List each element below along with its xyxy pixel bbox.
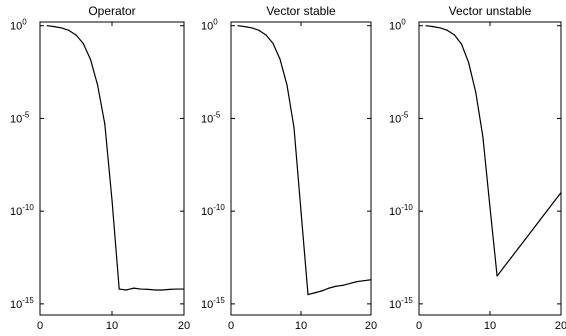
data-point (453, 34, 456, 36)
data-point (475, 91, 477, 94)
data-point (251, 27, 253, 29)
data-point (53, 26, 56, 28)
x-tick-label: 20 (365, 320, 377, 332)
data-point (321, 290, 323, 292)
data-point (286, 84, 288, 86)
data-point (503, 266, 505, 268)
x-tick-label: 0 (37, 320, 43, 332)
data-point (97, 84, 99, 86)
data-point (133, 287, 135, 289)
y-tick-label: 10-10 (201, 203, 225, 218)
data-point (75, 34, 77, 36)
chart-panel-1: Operator 100 10-5 10-10 10-150 10 20 (10, 4, 190, 332)
series-line (237, 25, 372, 296)
data-point (482, 136, 484, 138)
data-point (439, 27, 441, 29)
x-tick-label: 10 (106, 320, 118, 332)
data-point (342, 284, 344, 286)
data-point (237, 25, 239, 27)
data-point (328, 287, 330, 289)
data-point (446, 29, 448, 31)
chart-title: Vector stable (266, 4, 336, 18)
plot-frame (418, 21, 562, 316)
x-tick-label: 20 (178, 320, 190, 332)
x-tick-label: 0 (228, 320, 234, 332)
y-tick-label: 100 (10, 18, 27, 33)
data-point (461, 43, 463, 45)
chart-panel-2: Vector stable 100 10-5 10-10 10-150 10 20 (201, 4, 377, 332)
data-point (147, 288, 149, 291)
data-point (46, 25, 48, 27)
data-point (300, 210, 302, 212)
data-point (560, 192, 562, 194)
y-tick-label: 10-15 (201, 296, 225, 311)
chart-panel-3: Vector unstable 100 10-5 10-10 10-150 10 20 (389, 4, 566, 332)
x-tick-label: 20 (555, 320, 566, 332)
plot-frame (230, 21, 372, 316)
data-point (258, 29, 260, 31)
data-point (349, 282, 351, 285)
series-line (426, 25, 562, 277)
data-point (118, 288, 120, 290)
y-tick-label: 10-10 (10, 203, 34, 218)
chart-title: Operator (88, 4, 135, 18)
data-point (546, 210, 548, 212)
data-point (517, 247, 520, 249)
series-line (47, 25, 184, 291)
data-point (272, 42, 274, 44)
data-point (370, 279, 372, 281)
data-point (293, 127, 295, 129)
data-point (553, 201, 555, 203)
data-point (111, 199, 113, 201)
y-tick-label: 10-5 (389, 110, 409, 125)
data-point (89, 58, 91, 60)
data-point (496, 275, 498, 277)
y-tick-label: 10-10 (389, 203, 413, 218)
data-point (279, 58, 281, 60)
data-point (425, 25, 427, 27)
y-tick-label: 100 (201, 18, 218, 33)
y-tick-label: 10-5 (10, 110, 30, 125)
chart-title: Vector unstable (449, 4, 532, 18)
data-point (244, 26, 246, 28)
y-tick-label: 10-15 (389, 296, 413, 311)
data-point (265, 34, 267, 36)
data-point (432, 26, 434, 28)
data-point (510, 256, 512, 259)
data-point (532, 229, 534, 231)
data-point (307, 294, 309, 296)
y-tick-label: 10-15 (10, 296, 34, 311)
x-tick-label: 10 (484, 320, 496, 332)
data-point (524, 238, 527, 240)
data-point (363, 280, 365, 282)
plot-frame (39, 21, 185, 316)
data-point (176, 288, 178, 290)
data-point (183, 288, 185, 290)
data-point (61, 27, 63, 29)
data-point (161, 289, 163, 291)
y-tick-label: 10-5 (201, 110, 221, 125)
data-point (468, 62, 470, 64)
data-point (539, 219, 541, 222)
data-point (314, 292, 316, 294)
data-point (140, 288, 142, 290)
data-point (356, 281, 358, 283)
data-point (125, 289, 127, 291)
y-tick-label: 100 (389, 18, 406, 33)
data-point (82, 42, 84, 44)
data-point (104, 123, 106, 125)
data-point (169, 288, 171, 291)
data-point (154, 289, 156, 291)
data-point (335, 285, 337, 287)
data-point (68, 29, 70, 31)
data-point (489, 206, 491, 209)
x-tick-label: 0 (416, 320, 422, 332)
x-tick-label: 10 (295, 320, 307, 332)
